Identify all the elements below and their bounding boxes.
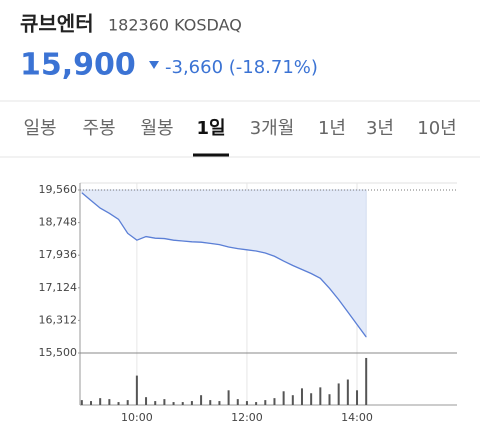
chart: 10:00 12:00 14:00 19,560 18,748 17,936 17,124 1…	[39, 182, 457, 424]
volume-bar	[356, 390, 359, 405]
volume-bar	[181, 402, 184, 405]
tab[interactable]: 3년	[366, 118, 394, 139]
tab[interactable]: 주봉	[82, 118, 115, 139]
y-tick-label: 16,312	[39, 313, 78, 326]
x-tick-label: 12:00	[231, 411, 263, 424]
volume-bar	[264, 400, 267, 405]
tab[interactable]: 10년	[417, 118, 456, 139]
volume-bar	[310, 393, 313, 405]
volume-bar	[209, 400, 212, 405]
price: 15,900	[20, 48, 136, 83]
volume-bar	[80, 400, 83, 405]
volume-bar	[135, 375, 138, 405]
volume-bar	[282, 391, 285, 405]
stock-code: 182360 KOSDAQ	[108, 16, 242, 35]
volume-bar	[90, 401, 93, 405]
volume-bar	[300, 388, 303, 405]
volume-bar	[190, 401, 193, 405]
volume-bar	[117, 402, 120, 405]
volume-bar	[328, 394, 331, 405]
tab[interactable]: 일봉	[23, 118, 56, 139]
volume-bar	[236, 399, 239, 405]
tab[interactable]: 월봉	[140, 118, 173, 139]
volume-bar	[255, 402, 258, 405]
volume-bar	[291, 395, 294, 405]
volume-bar	[319, 387, 322, 405]
volume-bar	[218, 401, 221, 405]
volume-bar	[337, 383, 340, 405]
price-change: -3,660 (-18.71%)	[165, 57, 318, 78]
y-tick-label: 17,936	[39, 248, 78, 261]
volume-bar	[108, 399, 111, 405]
volume-bar	[200, 395, 203, 405]
volume-bar	[227, 390, 230, 405]
volume-bar	[273, 398, 276, 405]
down-arrow	[149, 61, 159, 69]
tab[interactable]: 1일	[196, 118, 225, 139]
price-line	[81, 192, 367, 338]
area	[81, 189, 367, 339]
x-tick-label: 14:00	[341, 411, 373, 424]
tabs: 일봉 주봉 월봉 1일 3개월 1년 3년 10년	[23, 118, 457, 157]
tab[interactable]: 3개월	[250, 118, 295, 139]
volume-bar	[145, 397, 148, 405]
stock-name: 큐브엔터	[20, 12, 94, 36]
y-tick-label: 15,500	[39, 346, 78, 359]
volume-bar	[172, 402, 175, 405]
y-tick-label: 18,748	[39, 216, 78, 229]
volume-bar	[99, 398, 102, 405]
volume-bar	[126, 400, 129, 405]
volume-bar	[245, 401, 248, 405]
volume-bar	[346, 379, 349, 405]
y-tick-label: 17,124	[39, 281, 78, 294]
volume-bar	[154, 401, 157, 405]
volume-bar	[365, 357, 368, 405]
x-tick-label: 10:00	[121, 411, 153, 424]
y-tick-label: 19,560	[39, 183, 78, 196]
volume-bar	[163, 399, 166, 405]
tab[interactable]: 1년	[318, 118, 346, 139]
